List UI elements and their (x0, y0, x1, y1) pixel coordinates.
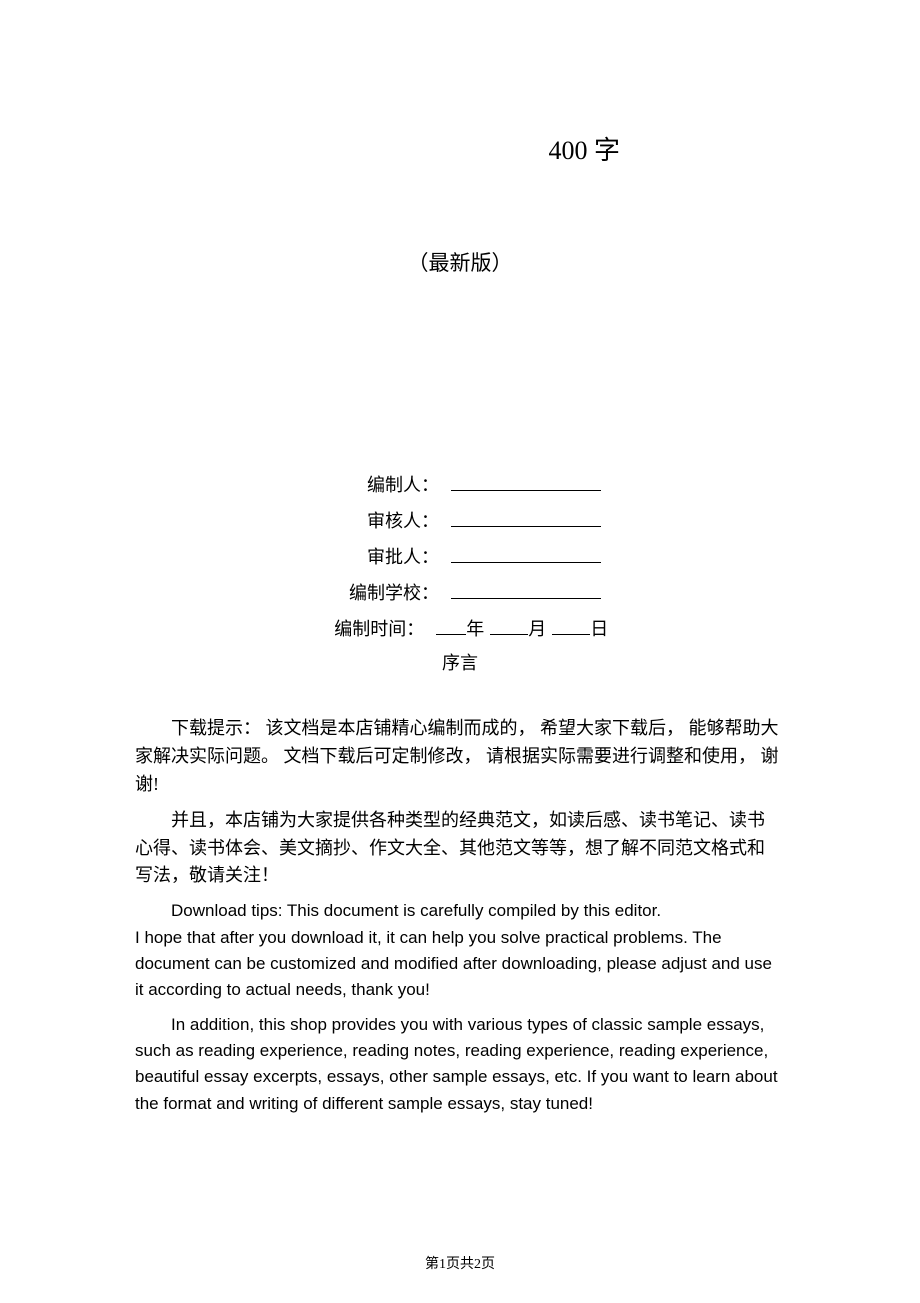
cn2-line2: 心得、读书体会、美文摘抄、作文大全、其他范文等等，想了解不同范文格式和 (135, 838, 765, 858)
cn1-text: 下载提示： 该文档是本店铺精心编制而成的， 希望大家下载后， 能够帮助大 家解决… (135, 718, 779, 794)
footer-total: 2 (474, 1257, 481, 1272)
paragraph-en-1: Download tips: This document is carefull… (135, 898, 785, 1003)
form-blank-school (451, 583, 601, 599)
en1-rest: I hope that after you download it, it ca… (135, 928, 772, 1000)
form-blank-author (451, 475, 601, 491)
date-content: 年 月 日 (436, 611, 615, 647)
form-label-date: 编制时间： (305, 611, 424, 647)
body-text: 下载提示： 该文档是本店铺精心编制而成的， 希望大家下载后， 能够帮助大 家解决… (135, 715, 785, 1117)
form-label-author: 编制人： (319, 467, 439, 503)
month-blank (490, 619, 528, 635)
page-footer: 第1页共2页 (0, 1253, 920, 1273)
footer-current: 1 (439, 1257, 446, 1272)
footer-suffix: 页 (481, 1257, 495, 1272)
en1-line1: Download tips: This document is carefull… (171, 901, 661, 920)
document-title: 400 字 (135, 130, 620, 167)
form-row-school: 编制学校： (305, 575, 615, 611)
form-row-author: 编制人： (305, 467, 615, 503)
paragraph-cn-2: 并且，本店铺为大家提供各种类型的经典范文，如读后感、读书笔记、读书 心得、读书体… (135, 807, 785, 891)
en2-text: In addition, this shop provides you with… (135, 1015, 778, 1113)
form-row-date: 编制时间： 年 月 日 (305, 611, 615, 647)
year-label: 年 (466, 611, 484, 647)
form-blank-reviewer (451, 511, 601, 527)
paragraph-en-2: In addition, this shop provides you with… (135, 1012, 785, 1117)
year-blank (436, 619, 466, 635)
preface-heading: 序言 (305, 649, 615, 675)
footer-mid: 页共 (446, 1257, 474, 1272)
form-label-school: 编制学校： (319, 575, 439, 611)
paragraph-cn-1: 下载提示： 该文档是本店铺精心编制而成的， 希望大家下载后， 能够帮助大 家解决… (135, 715, 785, 799)
form-row-approver: 审批人： (305, 539, 615, 575)
cn2-line1: 并且，本店铺为大家提供各种类型的经典范文，如读后感、读书笔记、读书 (171, 810, 765, 830)
form-section: 编制人： 审核人： 审批人： 编制学校： 编制时间： 年 月 日 (305, 467, 615, 675)
page-container: 400 字 （最新版） 编制人： 审核人： 审批人： 编制学校： 编制时间： 年 (0, 0, 920, 1303)
month-label: 月 (528, 611, 546, 647)
footer-prefix: 第 (425, 1257, 439, 1272)
form-label-reviewer: 审核人： (319, 503, 439, 539)
form-row-reviewer: 审核人： (305, 503, 615, 539)
cn2-line3: 写法，敬请关注！ (135, 865, 279, 885)
day-blank (552, 619, 590, 635)
form-blank-approver (451, 547, 601, 563)
day-label: 日 (590, 611, 608, 647)
version-label: （最新版） (135, 247, 785, 277)
form-label-approver: 审批人： (319, 539, 439, 575)
